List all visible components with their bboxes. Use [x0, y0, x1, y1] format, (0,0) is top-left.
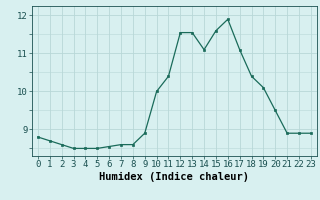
- X-axis label: Humidex (Indice chaleur): Humidex (Indice chaleur): [100, 172, 249, 182]
